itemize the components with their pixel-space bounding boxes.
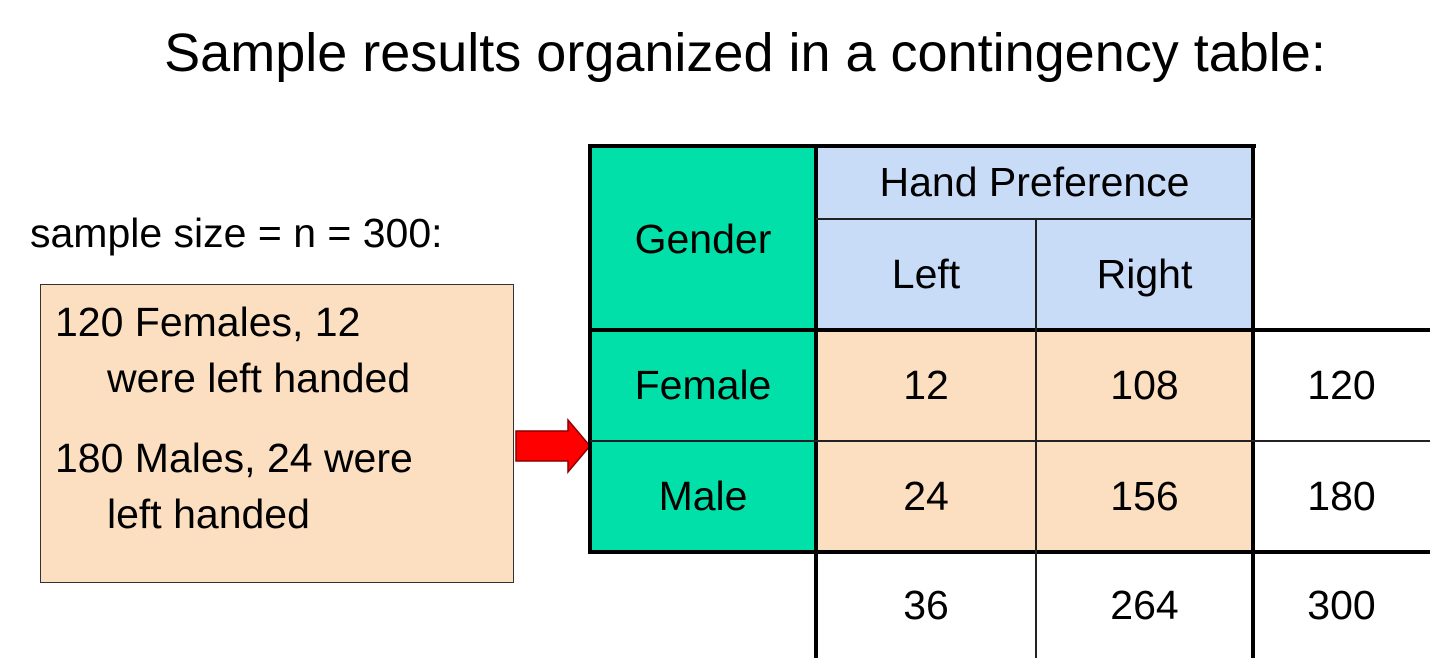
cell-male-left-value: 24 — [903, 473, 949, 519]
column-header-left-label: Left — [891, 251, 961, 297]
hand-preference-label: Hand Preference — [879, 159, 1190, 205]
cell-female-left: 12 — [816, 330, 1036, 441]
grand-total: 300 — [1253, 552, 1430, 658]
column-total-left-value: 36 — [903, 581, 949, 628]
column-header-right-label: Right — [1096, 251, 1193, 297]
header-divider — [588, 328, 1430, 332]
slide-title: Sample results organized in a contingenc… — [164, 23, 1326, 83]
table-border-right — [1251, 144, 1255, 658]
cell-male-left: 24 — [816, 441, 1036, 552]
gender-divider — [814, 144, 818, 658]
totals-divider — [588, 550, 1430, 554]
row-header-male: Male — [590, 441, 816, 552]
column-total-left: 36 — [816, 552, 1036, 658]
row-header-male-label: Male — [658, 473, 748, 519]
hand-preference-divider — [816, 218, 1253, 220]
table-border-top — [588, 144, 1256, 148]
row-divider — [590, 440, 1430, 442]
right-arrow-icon — [515, 418, 591, 474]
cell-male-right-value: 156 — [1110, 473, 1179, 519]
cell-male-right: 156 — [1036, 441, 1253, 552]
info-line-3: 180 Males, 24 were — [55, 435, 413, 481]
hand-preference-header: Hand Preference — [816, 146, 1253, 219]
row-total-female-value: 120 — [1307, 362, 1376, 408]
column-header-right: Right — [1036, 219, 1253, 330]
row-header-female-label: Female — [634, 362, 772, 408]
gender-header-label: Gender — [634, 215, 772, 262]
sample-size-label: sample size = n = 300: — [30, 210, 443, 256]
row-total-male: 180 — [1253, 441, 1430, 552]
column-total-right: 264 — [1036, 552, 1253, 658]
table-border-left — [588, 144, 592, 554]
gender-header-cell: Gender — [590, 146, 816, 330]
row-total-female: 120 — [1253, 330, 1430, 441]
grand-total-value: 300 — [1307, 581, 1376, 628]
info-line-4: left handed — [107, 491, 310, 537]
cell-female-right: 108 — [1036, 330, 1253, 441]
cell-female-left-value: 12 — [903, 362, 949, 408]
column-total-right-value: 264 — [1110, 581, 1179, 628]
left-right-divider — [1035, 219, 1037, 658]
row-header-female: Female — [590, 330, 816, 441]
cell-female-right-value: 108 — [1110, 362, 1179, 408]
row-total-male-value: 180 — [1307, 473, 1376, 519]
info-line-1: 120 Females, 12 — [55, 299, 361, 345]
info-box: 120 Females, 12 were left handed 180 Mal… — [40, 284, 514, 583]
column-header-left: Left — [816, 219, 1036, 330]
info-line-2: were left handed — [107, 355, 411, 401]
